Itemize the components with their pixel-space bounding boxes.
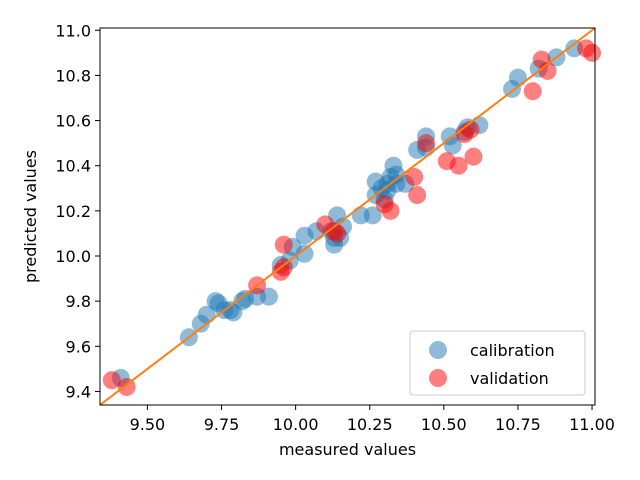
y-tick-label: 10.2 [55,202,91,221]
x-axis-title: measured values [279,440,416,459]
x-tick-label: 9.50 [130,415,166,434]
validation-point [464,147,483,166]
validation-point [274,235,293,254]
y-tick-label: 9.4 [66,382,91,401]
validation-point [417,134,436,153]
x-axis-ticks: 9.50 9.75 10.00 10.25 10.50 10.75 11.00 [130,405,615,434]
x-tick-label: 10.25 [347,415,393,434]
y-tick-label: 10.8 [55,66,91,85]
x-tick-label: 9.75 [204,415,240,434]
identity-line [99,27,596,406]
y-tick-label: 11.0 [55,21,91,40]
validation-point [328,224,347,243]
validation-point [408,186,427,205]
validation-point [381,201,400,220]
calibration-point [259,287,278,306]
legend-label-validation: validation [470,369,549,388]
validation-point [523,82,542,101]
y-tick-label: 10.6 [55,112,91,131]
x-tick-label: 11.00 [569,415,615,434]
legend-marker-calibration [429,341,447,359]
x-tick-label: 10.00 [273,415,319,434]
plot-frame [99,27,596,406]
y-tick-label: 10.0 [55,247,91,266]
validation-point [583,43,602,62]
legend: calibration validation [409,330,586,396]
legend-box [409,330,586,396]
y-axis-ticks: 9.4 9.6 9.8 10.0 10.2 10.4 10.6 10.8 11.0 [55,21,100,401]
x-tick-label: 10.75 [495,415,541,434]
validation-point [449,156,468,175]
x-tick-label: 10.50 [421,415,467,434]
calibration-point [295,244,314,263]
y-tick-label: 9.6 [66,337,91,356]
legend-label-calibration: calibration [470,341,555,360]
y-tick-label: 9.8 [66,292,91,311]
validation-point [102,371,121,390]
calibration-point [508,68,527,87]
calibration-point [363,206,382,225]
legend-marker-validation [429,369,447,387]
y-axis-title: predicted values [21,150,40,283]
y-tick-label: 10.4 [55,157,91,176]
validation-point [405,167,424,186]
